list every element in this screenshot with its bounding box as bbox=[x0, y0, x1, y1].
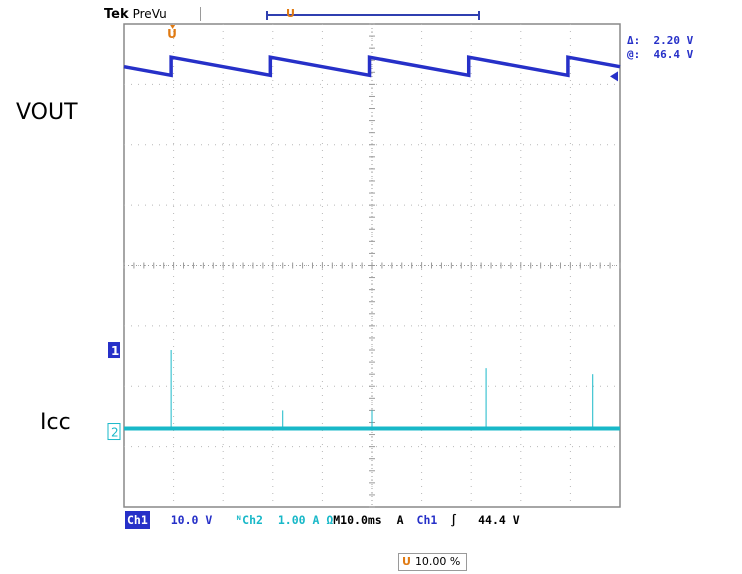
ch1-badge[interactable]: Ch1 bbox=[125, 511, 150, 529]
ch2-ground-label: 2 bbox=[111, 426, 119, 440]
trigger-slope-icon: ∫ bbox=[450, 513, 458, 527]
trigger-level-icon bbox=[610, 71, 618, 82]
ch2-ground-marker bbox=[107, 423, 121, 441]
trigger-mode: A bbox=[396, 513, 404, 527]
record-position-bar[interactable]: U bbox=[266, 7, 480, 20]
trigger-marker-icon: U bbox=[286, 7, 295, 20]
ch1-scale: 10.0 V bbox=[170, 513, 213, 527]
trigger-level: 44.4 V bbox=[478, 513, 520, 527]
ch1-ground-marker bbox=[108, 342, 120, 359]
at-value: 46.4 V bbox=[653, 48, 694, 61]
status-bar: Ch1 10.0 V ᴺCh2 1.00 A ΩM10.0ms A Ch1 ∫ … bbox=[125, 511, 623, 529]
cursor-readout: Δ: 2.20 V @: 46.4 V bbox=[627, 34, 694, 61]
toolbar-divider bbox=[200, 7, 201, 21]
brand-label: Tek PreVu bbox=[104, 7, 167, 22]
ch2-scale: 1.00 A Ω bbox=[277, 513, 334, 527]
icc-label: Icc bbox=[40, 410, 71, 435]
trigger-position-marker: U bbox=[167, 27, 177, 41]
vout-label: VOUT bbox=[16, 100, 78, 125]
delta-value: 2.20 V bbox=[653, 34, 694, 47]
graticule bbox=[123, 23, 621, 508]
trigger-arrow-icon bbox=[170, 25, 176, 29]
ch1-ground-label: 1 bbox=[111, 344, 119, 358]
timebase: M10.0ms bbox=[333, 513, 382, 527]
ch2-badge[interactable]: ᴺCh2 bbox=[235, 513, 263, 527]
trigger-position-icon: U bbox=[402, 555, 411, 568]
horizontal-position: U 10.00 % bbox=[398, 553, 468, 571]
trigger-source: Ch1 bbox=[416, 513, 438, 527]
vout-trace bbox=[123, 55, 621, 78]
